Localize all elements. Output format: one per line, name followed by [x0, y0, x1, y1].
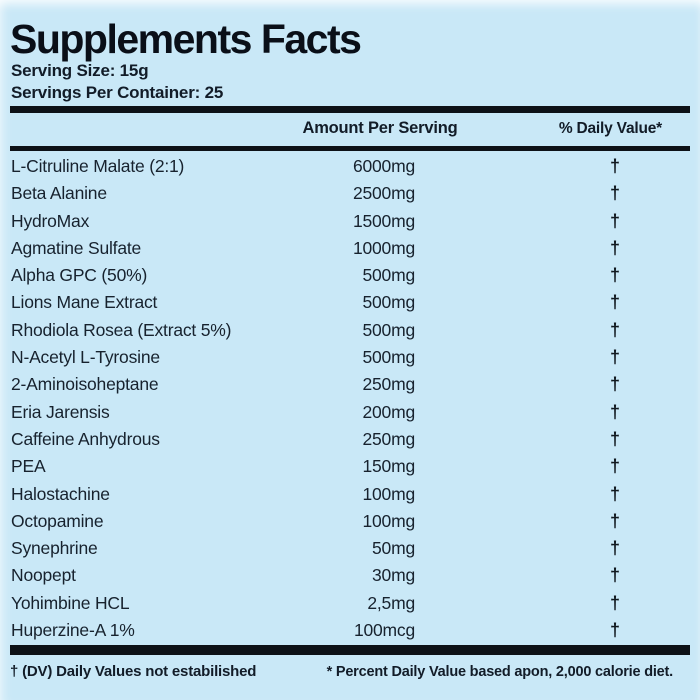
table-row: Rhodiola Rosea (Extract 5%) 500mg †	[0, 317, 700, 344]
ingredient-amount: 6000mg	[352, 156, 415, 176]
table-row: Caffeine Anhydrous 250mg †	[0, 426, 700, 453]
table-row: Beta Alanine 2500mg †	[0, 180, 700, 207]
divider-top	[10, 106, 690, 113]
divider-header	[10, 146, 690, 151]
table-row: Eria Jarensis 200mg †	[0, 399, 700, 426]
daily-value-dagger: †	[609, 565, 620, 586]
ingredient-amount: 500mg	[362, 292, 415, 313]
table-row: Octopamine 100mg †	[0, 508, 700, 535]
daily-value-dagger: †	[609, 292, 620, 313]
daily-value-dagger: †	[609, 483, 620, 504]
ingredient-rows: L-Citruline Malate (2:1) 6000mg † Beta A…	[0, 153, 700, 644]
table-row: N-Acetyl L-Tyrosine 500mg †	[0, 344, 700, 371]
daily-value-dagger: †	[609, 319, 620, 340]
table-row: HydroMax 1500mg †	[0, 208, 700, 235]
ingredient-name: Agmatine Sulfate	[11, 237, 142, 258]
ingredient-amount: 150mg	[362, 456, 415, 477]
daily-value-dagger: †	[609, 265, 620, 286]
daily-value-dagger: †	[609, 237, 620, 258]
column-header-daily-value: % Daily Value*	[558, 120, 662, 137]
ingredient-amount: 50mg	[372, 538, 415, 559]
daily-value-dagger: †	[609, 538, 620, 559]
ingredient-amount: 100mg	[362, 510, 415, 531]
ingredient-amount: 500mg	[362, 265, 415, 286]
table-row: Halostachine 100mg †	[0, 481, 700, 508]
ingredient-amount: 100mg	[362, 483, 415, 504]
ingredient-amount: 200mg	[362, 401, 415, 422]
ingredient-name: HydroMax	[11, 210, 90, 231]
footnote-daily-values: † (DV) Daily Values not estabilished	[10, 663, 257, 680]
ingredient-name: PEA	[11, 456, 46, 477]
ingredient-amount: 1500mg	[352, 210, 415, 231]
daily-value-dagger: †	[609, 456, 620, 477]
ingredient-name: Yohimbine HCL	[11, 592, 130, 613]
table-row: Noopept 30mg †	[0, 562, 700, 589]
daily-value-dagger: †	[609, 183, 620, 204]
daily-value-dagger: †	[609, 210, 620, 231]
ingredient-name: Noopept	[11, 565, 76, 586]
daily-value-dagger: †	[609, 428, 620, 449]
ingredient-amount: 1000mg	[352, 237, 415, 258]
ingredient-name: Beta Alanine	[11, 183, 107, 204]
table-row: Alpha GPC (50%) 500mg †	[0, 262, 700, 289]
ingredient-name: Eria Jarensis	[11, 401, 110, 422]
ingredient-amount: 100mcg	[353, 620, 415, 641]
ingredient-amount: 30mg	[372, 565, 415, 586]
table-row: Huperzine-A 1% 100mcg †	[0, 617, 700, 644]
ingredient-amount: 250mg	[362, 428, 415, 449]
ingredient-name: Caffeine Anhydrous	[11, 428, 160, 449]
ingredient-name: L-Citruline Malate (2:1)	[11, 156, 185, 176]
column-header-amount: Amount Per Serving	[302, 119, 458, 137]
divider-bottom	[10, 645, 690, 655]
table-row: Agmatine Sulfate 1000mg †	[0, 235, 700, 262]
ingredient-amount: 2,5mg	[367, 592, 415, 613]
ingredient-name: Octopamine	[11, 510, 104, 531]
ingredient-name: Halostachine	[11, 483, 110, 504]
daily-value-dagger: †	[609, 347, 620, 368]
table-row: PEA 150mg †	[0, 453, 700, 480]
table-row: 2-Aminoisoheptane 250mg †	[0, 371, 700, 398]
table-row: Yohimbine HCL 2,5mg †	[0, 590, 700, 617]
daily-value-dagger: †	[609, 510, 620, 531]
daily-value-dagger: †	[609, 592, 620, 613]
ingredient-amount: 500mg	[362, 319, 415, 340]
serving-size-text: Serving Size: 15g	[11, 61, 149, 80]
daily-value-dagger: †	[609, 374, 620, 395]
ingredient-name: Lions Mane Extract	[11, 292, 158, 313]
ingredient-amount: 250mg	[362, 374, 415, 395]
daily-value-dagger: †	[609, 620, 620, 641]
ingredient-name: N-Acetyl L-Tyrosine	[11, 347, 160, 368]
daily-value-dagger: †	[609, 156, 620, 176]
table-row: L-Citruline Malate (2:1) 6000mg †	[0, 153, 700, 180]
table-row: Lions Mane Extract 500mg †	[0, 289, 700, 316]
ingredient-name: Alpha GPC (50%)	[11, 265, 148, 286]
daily-value-dagger: †	[609, 401, 620, 422]
page-title: Supplements Facts	[10, 16, 362, 62]
table-row: Synephrine 50mg †	[0, 535, 700, 562]
ingredient-name: Huperzine-A 1%	[11, 620, 135, 641]
footnote-percent-daily-value: * Percent Daily Value based apon, 2,000 …	[326, 664, 674, 680]
ingredient-name: 2-Aminoisoheptane	[11, 374, 159, 395]
ingredient-amount: 2500mg	[352, 183, 415, 204]
ingredient-amount: 500mg	[362, 347, 415, 368]
ingredient-name: Synephrine	[11, 538, 98, 559]
servings-per-container-text: Servings Per Container: 25	[11, 83, 224, 102]
ingredient-name: Rhodiola Rosea (Extract 5%)	[11, 319, 232, 340]
